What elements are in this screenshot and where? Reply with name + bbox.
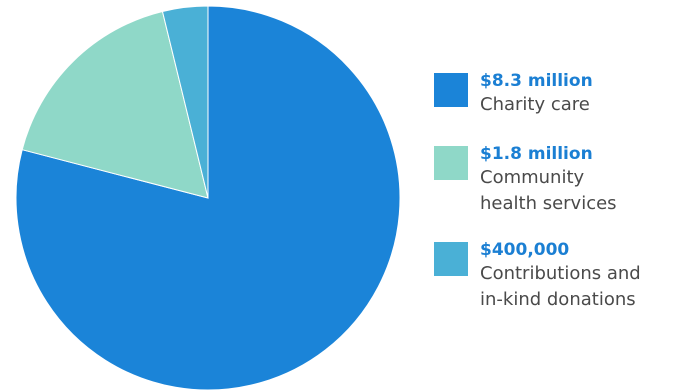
legend-value-contributions: $400,000 [480, 240, 570, 260]
legend-label-contributions: Contributions and in-kind donations [480, 263, 641, 310]
legend-value-community-health: $1.8 million [480, 144, 593, 164]
legend-swatch-community-health [434, 146, 468, 180]
pie-slice-community-health-services [21, 10, 209, 199]
pie-slice-contributions-donations [161, 5, 209, 199]
legend-label-charity-care: Charity care [480, 94, 590, 115]
legend-swatch-contributions [434, 242, 468, 276]
legend-swatch-charity-care [434, 73, 468, 107]
legend-label-community-health: Community health services [480, 167, 617, 214]
pie-chart [15, 5, 401, 391]
legend-value-charity-care: $8.3 million [480, 71, 593, 91]
